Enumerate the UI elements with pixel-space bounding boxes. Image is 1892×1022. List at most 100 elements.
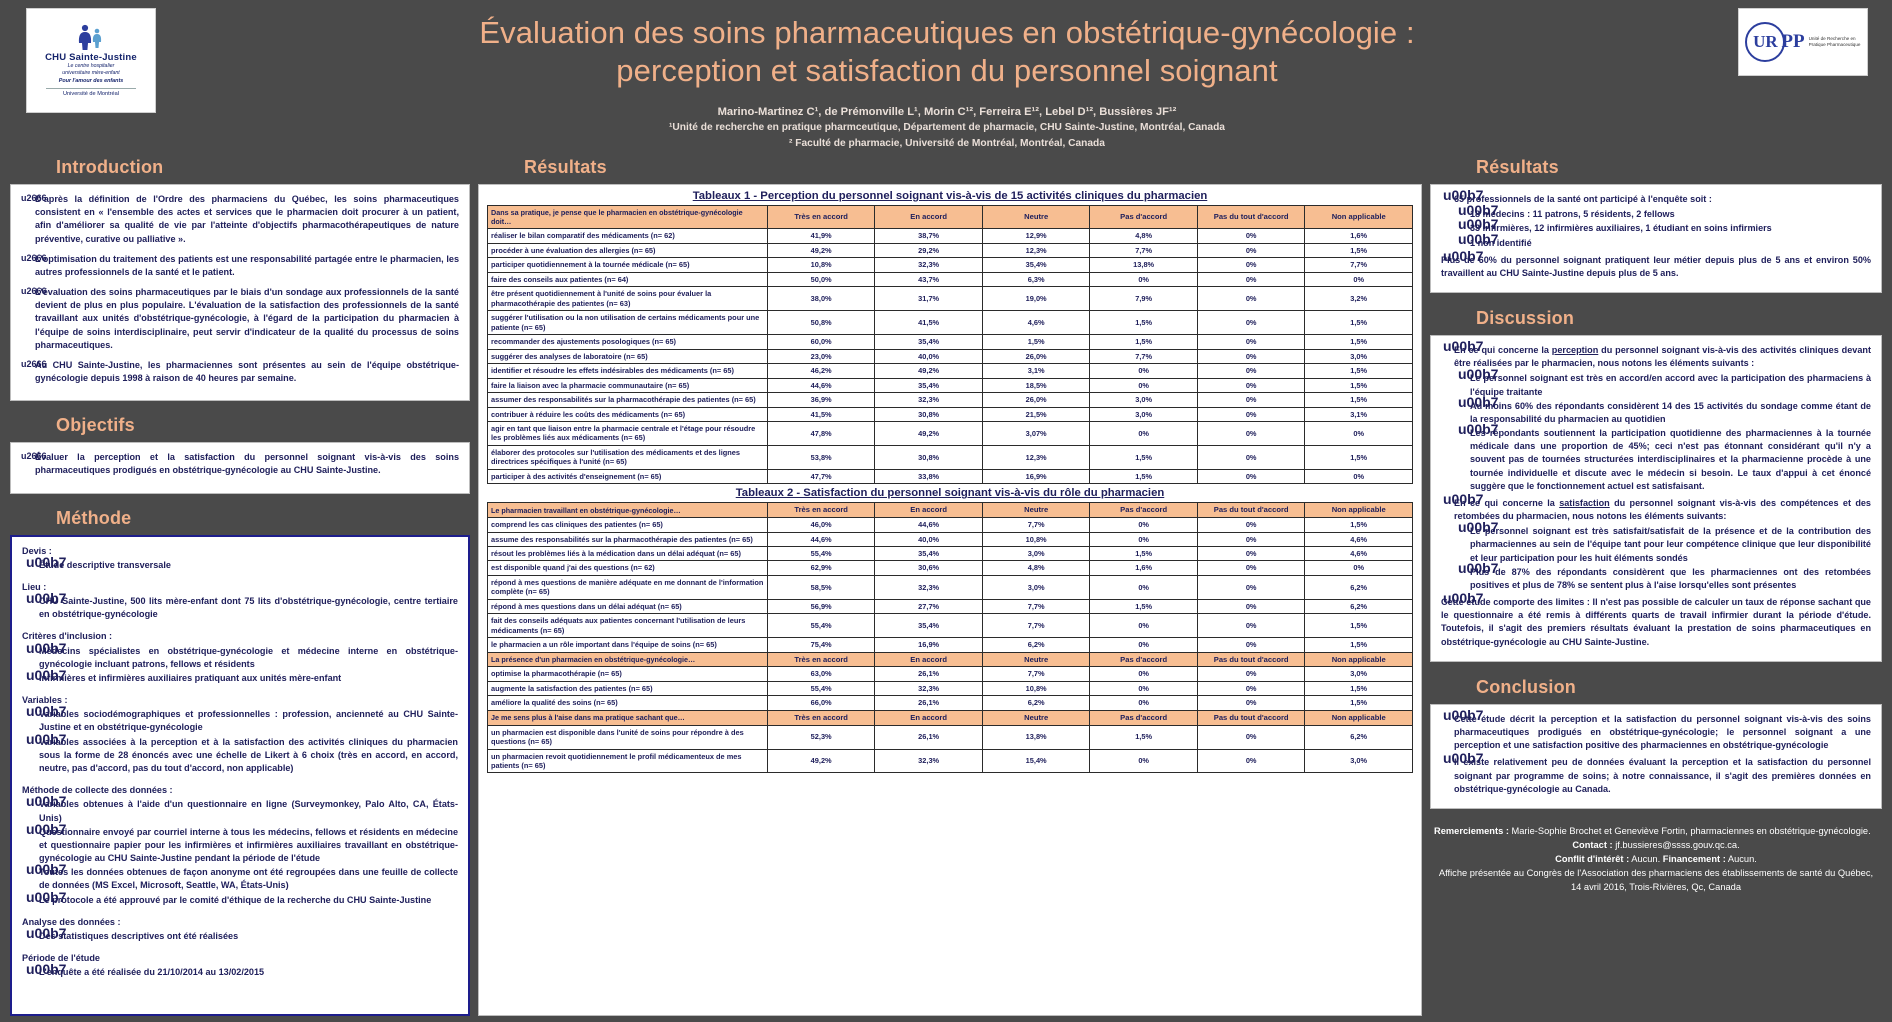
table-cell-value: 30,6% <box>874 560 983 576</box>
table-cell-value: 21,5% <box>981 406 1091 423</box>
table-cell-value: 7,9% <box>1089 286 1198 312</box>
table-cell-value: 6,2% <box>1304 574 1413 600</box>
table-cell-value: 0% <box>1196 310 1306 336</box>
column-header: En accord <box>874 651 983 668</box>
table-cell-value: 0% <box>1196 666 1306 682</box>
table-cell-value: 35,4% <box>981 257 1091 273</box>
table-cell-value: 16,9% <box>874 637 983 653</box>
table-cell-value: 4,6% <box>981 310 1091 336</box>
table-cell-value: 0% <box>1196 334 1306 350</box>
table-cell-value: 26,1% <box>874 724 983 750</box>
table-cell-value: 7,7% <box>981 666 1091 682</box>
table2-caption: Tableaux 2 - Satisfaction du personnel s… <box>735 487 1165 500</box>
column-header: Très en accord <box>766 709 876 726</box>
section-resultats-tables: Résultats Tableaux 1 - Perception du per… <box>478 152 1422 1016</box>
column-header: En accord <box>874 709 983 726</box>
table-row: procéder à une évaluation des allergies … <box>487 242 1413 259</box>
table-cell-value: 3,0% <box>1304 666 1413 682</box>
table-cell-value: 7,7% <box>1304 257 1413 273</box>
list-item: L'optimisation du traitement des patient… <box>21 252 459 279</box>
table-cell-value: 0% <box>1196 468 1306 485</box>
table-cell-value: 0% <box>1196 695 1306 711</box>
table-cell-value: 10,8% <box>766 257 876 273</box>
table-cell-value: 32,3% <box>874 574 983 600</box>
table-cell-value: 38,7% <box>874 228 983 244</box>
table-cell-value: 0% <box>1089 748 1198 774</box>
table-cell-value: 30,8% <box>874 406 983 423</box>
table-cell-label: être présent quotidiennement à l'unité d… <box>487 286 768 312</box>
column-header: Très en accord <box>766 502 876 519</box>
methode-group: L'enquête a été réalisée du 21/10/2014 a… <box>22 962 458 979</box>
list-item: Au moins 60% des répondants considèrent … <box>1454 395 1871 426</box>
table-cell-value: 0% <box>1089 377 1198 394</box>
table-cell-value: 55,4% <box>766 545 876 562</box>
table-row: agir en tant que liaison entre la pharma… <box>487 421 1413 446</box>
table-cell-label: optimise la pharmacothérapie (n= 65) <box>487 666 768 682</box>
urpp-logo-pp: PP <box>1781 30 1805 52</box>
table-cell-label: assume des responsabilités sur la pharma… <box>487 531 768 548</box>
table-cell-value: 0% <box>1089 613 1198 639</box>
table-cell-value: 29,2% <box>874 242 983 259</box>
table-perception: Dans sa pratique, je pense que le pharma… <box>487 204 1413 485</box>
table-cell-value: 6,2% <box>1304 724 1413 750</box>
table-cell-value: 32,3% <box>874 257 983 273</box>
resultats-summary-body: 65 professionnels de la santé ont partic… <box>1430 184 1882 294</box>
footer-contact-email[interactable]: jf.bussieres@ssss.gouv.qc.ca. <box>1612 839 1740 850</box>
table-cell-value: 40,0% <box>874 348 983 365</box>
column-header: Pas d'accord <box>1089 651 1198 668</box>
conclusion-body: Cette étude décrit la perception et la s… <box>1430 703 1882 809</box>
introduction-title: Introduction <box>10 152 470 184</box>
table-section-header: La présence d'un pharmacien en obstétriq… <box>487 651 768 668</box>
table-cell-value: 3,0% <box>1089 392 1198 408</box>
table-cell-value: 55,4% <box>766 613 876 639</box>
table-cell-label: réaliser le bilan comparatif des médicam… <box>487 228 768 244</box>
table-row: répond à mes questions dans un délai adé… <box>487 598 1413 615</box>
table-cell-value: 0% <box>1196 421 1306 446</box>
table-cell-value: 44,6% <box>766 531 876 548</box>
table-cell-value: 4,8% <box>1089 228 1198 244</box>
table-cell-value: 0% <box>1196 748 1306 774</box>
table-cell-value: 36,9% <box>766 392 876 408</box>
column-header: Non applicable <box>1304 709 1413 726</box>
author-list: Marino-Martinez C¹, de Prémonville L¹, M… <box>717 106 1177 119</box>
list-item: Médecins spécialistes en obstétrique-gyn… <box>22 641 458 671</box>
footer-conflit-label: Conflit d'intérêt : <box>1555 853 1630 864</box>
table-cell-value: 0% <box>1089 680 1198 697</box>
list-item: 18 médecins : 11 patrons, 5 résidents, 2… <box>1454 203 1871 221</box>
table-row: réaliser le bilan comparatif des médicam… <box>487 228 1413 244</box>
column-header: Très en accord <box>766 204 876 230</box>
table-cell-value: 0% <box>1196 257 1306 273</box>
column-header: Non applicable <box>1304 204 1413 230</box>
table-cell-value: 6,2% <box>1304 598 1413 615</box>
table-cell-value: 1,5% <box>1089 724 1198 750</box>
table-cell-value: 10,8% <box>981 531 1091 548</box>
table-cell-value: 47,8% <box>766 421 876 446</box>
list-item: Le personnel soignant est très en accord… <box>1454 367 1871 398</box>
page-title-line1: Évaluation des soins pharmaceutiques en … <box>479 15 1415 50</box>
discussion-closing: Cette étude comporte des limites : Il n'… <box>1441 591 1871 649</box>
table-section-header-row: La présence d'un pharmacien en obstétriq… <box>487 651 1413 668</box>
table-cell-value: 41,9% <box>766 228 876 244</box>
table-cell-value: 75,4% <box>766 637 876 653</box>
table-cell-value: 32,3% <box>874 680 983 697</box>
table-cell-value: 26,1% <box>874 666 983 682</box>
left-column: Introduction D'après la définition de l'… <box>10 152 470 1016</box>
chu-sainte-justine-logo: CHU Sainte-Justine Le centre hospitalier… <box>26 8 156 113</box>
table-cell-label: un pharmacien revoit quotidiennement le … <box>487 748 768 774</box>
list-item: 65 professionnels de la santé ont partic… <box>1441 188 1871 250</box>
methode-group: Variables obtenues à l'aide d'un questio… <box>22 794 458 906</box>
list-item: Infirmières et infirmières auxiliaires p… <box>22 668 458 685</box>
table-cell-value: 1,5% <box>1304 363 1413 379</box>
table-cell-value: 58,5% <box>766 574 876 600</box>
conclusion-title: Conclusion <box>1430 671 1882 704</box>
chu-logo-tagline: Pour l'amour des enfants <box>58 78 124 85</box>
table-cell-value: 7,7% <box>981 517 1091 533</box>
footer-financement-label: Financement : <box>1662 853 1726 864</box>
table-cell-label: suggérer l'utilisation ou la non utilisa… <box>487 310 768 336</box>
table-cell-value: 0% <box>1196 613 1306 639</box>
table-cell-value: 7,7% <box>1089 348 1198 365</box>
table-cell-value: 7,7% <box>981 613 1091 639</box>
table-cell-value: 1,5% <box>1304 613 1413 639</box>
table-cell-label: assumer des responsabilités sur la pharm… <box>487 392 768 408</box>
table-cell-value: 0% <box>1089 666 1198 682</box>
